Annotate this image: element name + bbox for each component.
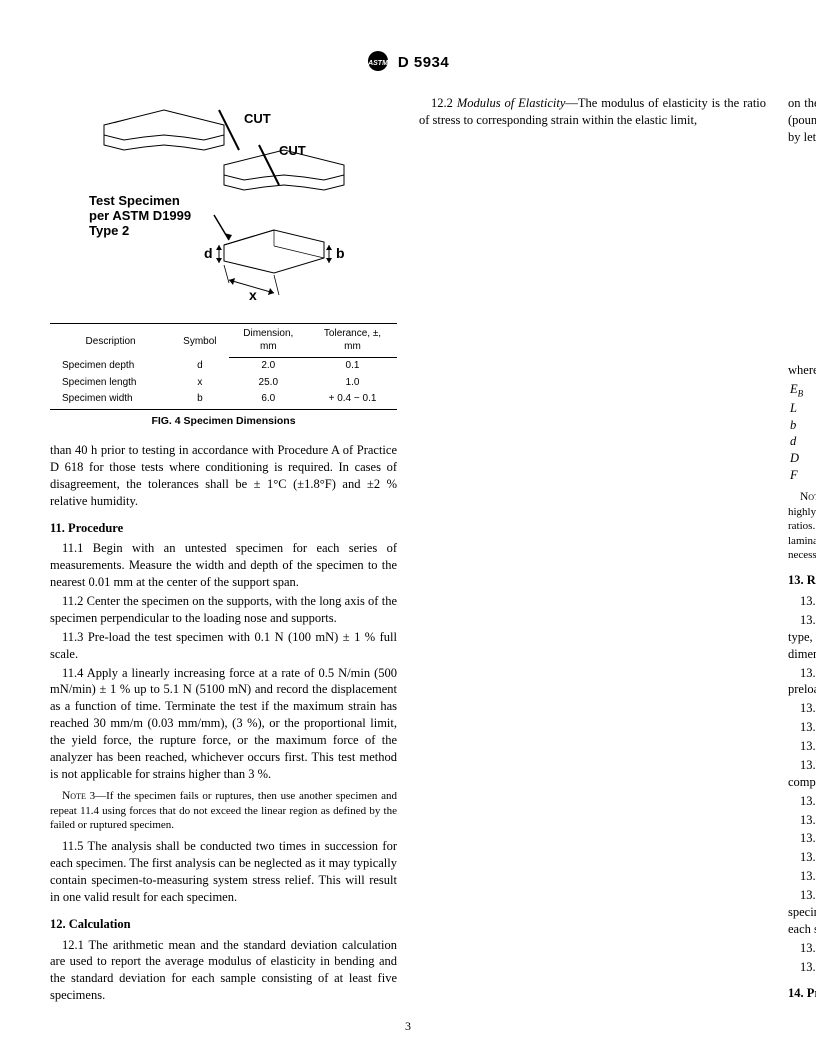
body-text: 13.1.6 Identification of the sample atmo… — [788, 757, 816, 791]
svg-text:d: d — [204, 245, 213, 261]
cut-label-1: CUT — [244, 111, 271, 126]
eq-label-ctrl: Controlled Rate of Loading Equation — [788, 272, 816, 289]
page-header: ASTM D 5934 — [50, 50, 766, 77]
eq-label-strain: Strain — [788, 212, 816, 229]
body-text: 13.1.3 Conditioning procedure, — [788, 700, 816, 717]
svg-text:ASTM: ASTM — [367, 60, 388, 67]
dimensions-table: DescriptionSymbolDimension,Tolerance, ±,… — [50, 323, 397, 410]
specimen-diagram-icon: CUT CUT Test Specimen per ASTM D1999 Typ… — [74, 95, 374, 315]
body-text: 13.1.12 Table of data and results consis… — [788, 887, 816, 938]
eq-label-stress: Stress — [788, 152, 816, 169]
section-13: 13. Report — [788, 572, 816, 589]
where-label: where: — [788, 362, 816, 379]
body-text: 11.3 Pre-load the test specimen with 0.1… — [50, 629, 397, 663]
body-text: 13.1.11 Number of specimens tested, — [788, 868, 816, 885]
note-3: Note 3—If the specimen fails or ruptures… — [50, 789, 397, 833]
table-row: Specimen depthd2.00.1 — [50, 357, 397, 374]
body-text: 13.1.4 Description of the instrument use… — [788, 719, 816, 736]
spec-label-3: Type 2 — [89, 223, 129, 238]
body-text: 13.1.2 Direction of cutting and loading … — [788, 665, 816, 699]
svg-text:x: x — [249, 287, 257, 303]
body-text: 13.1.14 Description of any deviation fro… — [788, 959, 816, 976]
body-text: 11.4 Apply a linearly increasing force a… — [50, 665, 397, 783]
body-text: 13.1.5 Description of the calibration pr… — [788, 738, 816, 755]
body-text: 12.1 The arithmetic mean and the standar… — [50, 937, 397, 1005]
figure-caption: FIG. 4 Specimen Dimensions — [50, 414, 397, 428]
section-12: 12. Calculation — [50, 916, 397, 933]
equation-3: EB = M = σϵ = 3FL2bd2 6DdL2 (3) — [788, 293, 816, 354]
body-text: 12.2 Modulus of Elasticity—The modulus o… — [419, 95, 766, 129]
equation-1: Stress = σ = 3FL2bd2 (1) — [788, 172, 816, 204]
spec-label-2: per ASTM D1999 — [89, 208, 191, 223]
table-row: Specimen lengthx25.01.0 — [50, 374, 397, 391]
table-row: Specimen widthb6.0+ 0.4 − 0.1 — [50, 391, 397, 410]
body-text: 11.2 Center the specimen on the supports… — [50, 593, 397, 627]
section-11: 11. Procedure — [50, 520, 397, 537]
astm-logo-icon: ASTM — [367, 50, 389, 77]
body-text: 11.1 Begin with an untested specimen for… — [50, 540, 397, 591]
standard-number: D 5934 — [398, 53, 449, 73]
body-text: 13.1.1 Complete identification of the ma… — [788, 612, 816, 663]
where-list: EB=modulus of elasticity in bending, Pa,… — [788, 381, 816, 484]
svg-text:b: b — [336, 245, 345, 261]
body-text: on the stress-strain curve (see Fig. 1).… — [788, 95, 816, 146]
body-text: 13.1.9 Support span-to-depth ratio, — [788, 830, 816, 847]
figure-4: CUT CUT Test Specimen per ASTM D1999 Typ… — [50, 95, 397, 428]
spec-label-1: Test Specimen — [89, 193, 180, 208]
body-text: 13.1.10 Radius of supports and loading n… — [788, 849, 816, 866]
body-text: 13.1.8 Support span length, — [788, 812, 816, 829]
body-text: 11.5 The analysis shall be conducted two… — [50, 838, 397, 906]
equation-2: Strain = ϵ = 6DdL2 (2) — [788, 233, 816, 265]
cut-label-2: CUT — [279, 143, 306, 158]
body-text: 13.1 Report the following information: — [788, 593, 816, 610]
section-14: 14. Precision and Bias — [788, 985, 816, 1002]
body-text: 13.1.13 The limits of the region used to… — [788, 940, 816, 957]
body-text: 13.1.7 Depth and width of specimen, — [788, 793, 816, 810]
page-number: 3 — [0, 1018, 816, 1034]
note-4: Note 4—Shear deflections can seriously r… — [788, 490, 816, 562]
body-text: than 40 h prior to testing in accordance… — [50, 442, 397, 510]
